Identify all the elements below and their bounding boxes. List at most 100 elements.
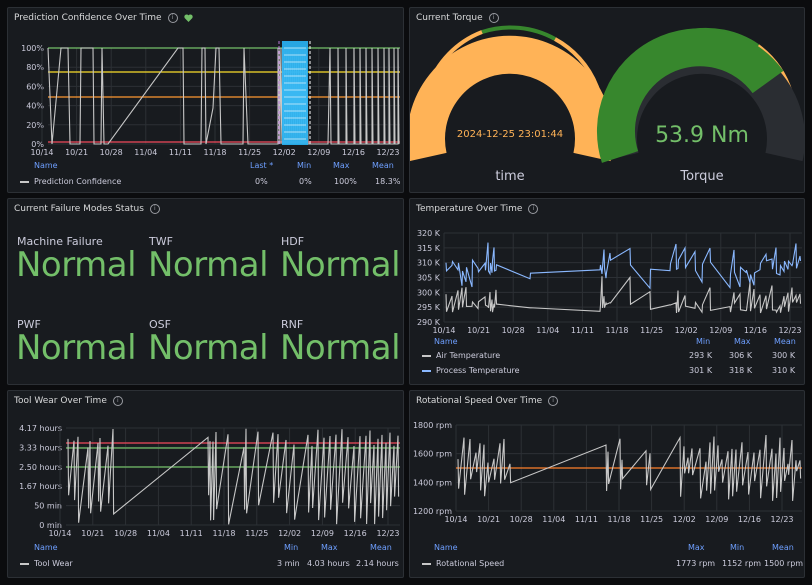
legend-header-max[interactable]: Max <box>688 543 705 552</box>
series-max: 1773 rpm <box>676 559 716 568</box>
legend-header-mean[interactable]: Mean <box>370 543 392 552</box>
y-tick-label: 80% <box>26 63 44 72</box>
x-tick-label: 12/16 <box>342 148 365 157</box>
legend-header-max[interactable]: Max <box>333 161 350 170</box>
failure-panel-title-row[interactable]: Current Failure Modes Status i <box>14 204 160 214</box>
info-icon[interactable]: i <box>548 396 559 406</box>
x-tick-label: 11/25 <box>640 326 663 335</box>
speed-panel-title-row[interactable]: Rotational Speed Over Time i <box>416 396 559 406</box>
temperature-panel-title-row[interactable]: Temperature Over Time i <box>416 204 539 214</box>
y-tick-label: 20% <box>26 121 44 130</box>
toolwear-chart[interactable]: 4.17 hours 3.33 hours 2.50 hours 1.67 hours… <box>8 391 404 551</box>
x-tick-label: 12/09 <box>311 529 334 538</box>
x-tick-label: 12/02 <box>278 529 301 538</box>
series-line <box>445 242 802 290</box>
series-name: Tool Wear <box>34 559 73 568</box>
legend-row-tool-wear[interactable]: Tool Wear 3 min 4.03 hours 2.14 hours <box>20 559 400 568</box>
legend-row-process-temperature[interactable]: Process Temperature 301 K 318 K 310 K <box>422 366 802 375</box>
series-max: 318 K <box>729 366 753 375</box>
info-icon[interactable]: i <box>167 13 178 23</box>
temperature-chart[interactable]: 320 K 315 K 310 K 305 K 300 K 295 K 290 K10/14… <box>410 199 805 344</box>
series-name: Prediction Confidence <box>34 177 122 186</box>
heart-icon <box>183 14 193 22</box>
legend-header-mean[interactable]: Mean <box>774 337 796 346</box>
legend-header-min[interactable]: Min <box>696 337 711 346</box>
speed-panel-title: Rotational Speed Over Time <box>416 396 543 406</box>
x-tick-label: 10/28 <box>502 326 525 335</box>
time-gauge-value: 2024-12-25 23:01:44 <box>456 129 564 140</box>
legend-header-last[interactable]: Last * <box>250 161 274 170</box>
info-icon[interactable]: i <box>149 204 160 214</box>
y-tick-label: 1.67 hours <box>19 482 62 491</box>
x-tick-label: 11/11 <box>180 529 203 538</box>
time-gauge-arc <box>410 35 613 162</box>
legend-header-max[interactable]: Max <box>321 543 338 552</box>
toolwear-panel-title-row[interactable]: Tool Wear Over Time i <box>14 396 123 406</box>
legend-header-max[interactable]: Max <box>734 337 751 346</box>
x-tick-label: 10/21 <box>65 148 88 157</box>
failure-mode-value: Normal <box>280 245 401 285</box>
legend-header-mean[interactable]: Mean <box>772 543 794 552</box>
torque-panel-title-row[interactable]: Current Torque i <box>416 13 499 23</box>
legend-header-name[interactable]: Name <box>34 543 58 552</box>
toolwear-panel-title: Tool Wear Over Time <box>14 396 107 406</box>
prediction-confidence-panel: Prediction Confidence Over Time i 100% 80… <box>7 7 404 193</box>
legend-header-min[interactable]: Min <box>297 161 312 170</box>
prediction-panel-title-row[interactable]: Prediction Confidence Over Time i <box>14 13 193 23</box>
x-tick-label: 11/18 <box>203 148 226 157</box>
series-min: 1152 rpm <box>722 559 762 568</box>
y-tick-label: 4.17 hours <box>19 424 62 433</box>
y-tick-label: 2.50 hours <box>19 463 62 472</box>
x-tick-label: 10/28 <box>510 515 533 524</box>
speed-legend: Name Max Min Mean Rotational Speed 1773 … <box>410 542 804 577</box>
failure-panel-title: Current Failure Modes Status <box>14 204 144 214</box>
series-line <box>457 434 802 501</box>
x-tick-label: 10/21 <box>467 326 490 335</box>
failure-mode-label: Machine Failure <box>17 235 103 248</box>
legend-row-rotational-speed[interactable]: Rotational Speed 1773 rpm 1152 rpm 1500 … <box>422 559 803 568</box>
y-tick-label: 1200 rpm <box>413 507 452 516</box>
info-icon[interactable]: i <box>488 13 499 23</box>
annotation-region <box>282 41 308 145</box>
legend-header-min[interactable]: Min <box>284 543 299 552</box>
legend-row-prediction-confidence[interactable]: Prediction Confidence 0% 0% 100% 18.3% <box>20 177 400 186</box>
rotational-speed-panel: Rotational Speed Over Time i 1800 rpm 160… <box>409 390 805 578</box>
failure-mode-label: OSF <box>149 318 171 331</box>
x-tick-label: 11/04 <box>542 515 565 524</box>
series-line <box>67 428 400 525</box>
x-tick-label: 11/18 <box>605 326 628 335</box>
failure-mode-label: PWF <box>17 318 41 331</box>
prediction-panel-title: Prediction Confidence Over Time <box>14 13 162 23</box>
failure-mode-label: HDF <box>281 235 305 248</box>
series-swatch <box>422 354 431 357</box>
prediction-chart[interactable]: 100% 80% 60% 40% 20% 0%10/14 10/21 10/28 11/04 11… <box>8 8 404 168</box>
x-tick-label: 10/14 <box>48 529 71 538</box>
legend-header-name[interactable]: Name <box>434 337 458 346</box>
info-icon[interactable]: i <box>112 396 123 406</box>
series-swatch <box>422 369 431 372</box>
failure-mode-value: Normal <box>16 245 137 285</box>
failure-mode-value: Normal <box>16 328 137 368</box>
failure-mode-label: RNF <box>281 318 304 331</box>
info-icon[interactable]: i <box>528 204 539 214</box>
legend-header-name[interactable]: Name <box>34 161 58 170</box>
x-tick-label: 12/23 <box>376 148 399 157</box>
y-tick-label: 0% <box>31 140 44 149</box>
series-swatch <box>20 180 29 183</box>
x-tick-label: 11/11 <box>575 515 598 524</box>
legend-header-name[interactable]: Name <box>434 543 458 552</box>
series-swatch <box>20 562 29 565</box>
y-tick-label: 305 K <box>417 274 441 283</box>
x-tick-label: 10/21 <box>477 515 500 524</box>
x-tick-label: 11/11 <box>169 148 192 157</box>
legend-row-air-temperature[interactable]: Air Temperature 293 K 306 K 300 K <box>422 351 802 360</box>
torque-gauge <box>597 27 804 163</box>
series-mean: 300 K <box>772 351 796 360</box>
legend-header-min[interactable]: Min <box>730 543 745 552</box>
failure-mode-value: Normal <box>148 245 269 285</box>
series-max: 4.03 hours <box>307 559 350 568</box>
legend-header-mean[interactable]: Mean <box>372 161 394 170</box>
y-tick-label: 295 K <box>417 303 441 312</box>
